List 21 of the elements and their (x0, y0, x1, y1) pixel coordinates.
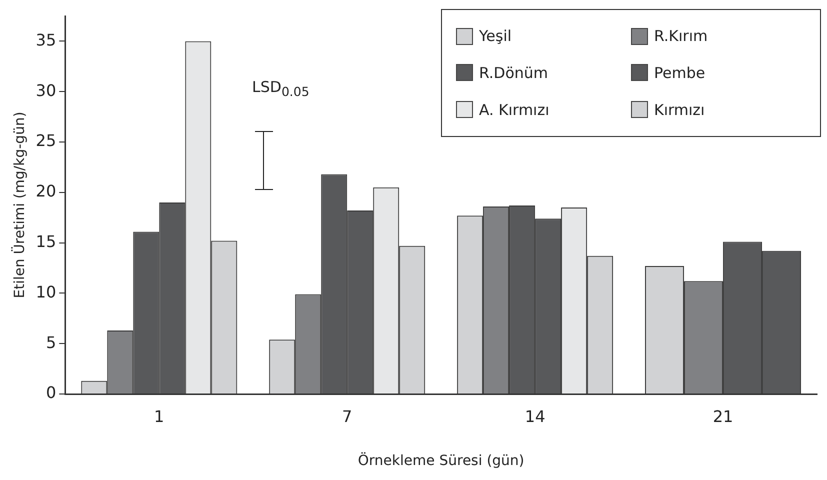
y-tick-label: 30 (36, 80, 56, 100)
legend-label: Kırmızı (654, 100, 705, 119)
x-axis-title: Örnekleme Süresi (gün) (358, 452, 524, 470)
legend-label: R.Dönüm (479, 64, 548, 82)
y-tick-label: 35 (36, 30, 56, 50)
annotation: LSD$_{0.05}$ (252, 78, 310, 99)
legend-label: Pembe (654, 64, 706, 82)
x-tick-label: 21 (712, 406, 734, 426)
legend-label: A. Kırmızı (479, 100, 550, 119)
y-axis-title: Etilen Üretimi (mg/kg-gün) (11, 112, 28, 298)
y-tick-label: 20 (36, 182, 56, 201)
y-tick-label: 10 (36, 282, 56, 302)
legend-label: Yeşil (479, 27, 512, 46)
y-tick-label: 0 (46, 383, 56, 402)
x-tick-label: 7 (342, 406, 352, 426)
y-tick-label: 15 (36, 232, 56, 251)
x-tick-label: 14 (524, 406, 546, 426)
legend-label: R.Kırım (654, 27, 708, 46)
y-tick-label: 5 (46, 332, 56, 352)
y-tick-label: 25 (36, 131, 56, 150)
x-tick-label: 1 (154, 406, 164, 426)
